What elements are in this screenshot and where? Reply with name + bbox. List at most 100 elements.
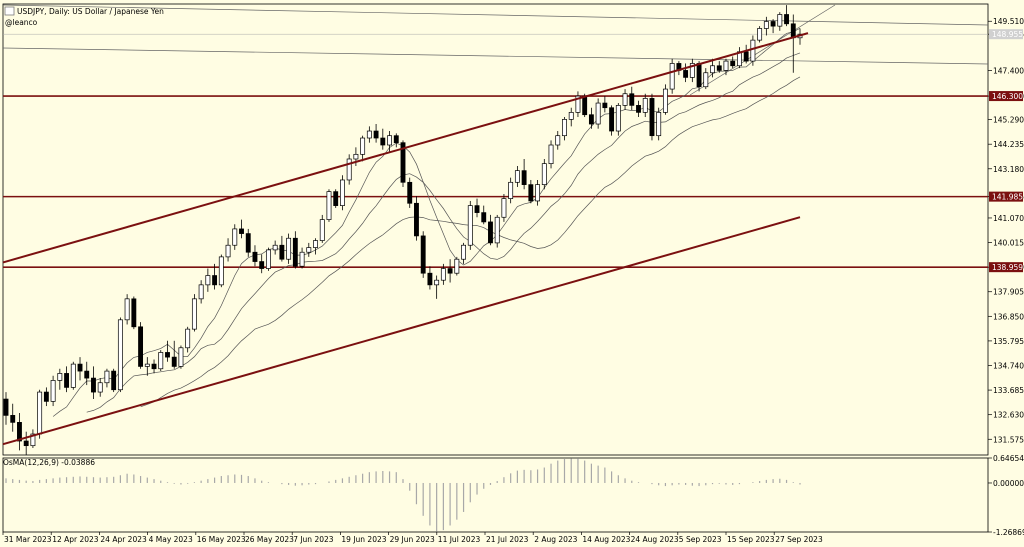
candle-body[interactable] <box>723 60 729 71</box>
candle-body[interactable] <box>710 65 715 74</box>
candle-body[interactable] <box>131 298 137 328</box>
candle-body[interactable] <box>602 102 608 109</box>
candle-body[interactable] <box>313 240 318 248</box>
candle-body[interactable] <box>501 198 507 218</box>
candle-body[interactable] <box>380 137 386 146</box>
candle-body[interactable] <box>3 398 9 416</box>
candle-body[interactable] <box>265 249 271 269</box>
candle-body[interactable] <box>454 258 460 274</box>
candle-body[interactable] <box>393 135 399 144</box>
price-pane[interactable] <box>2 3 989 456</box>
candle-body[interactable] <box>306 247 312 253</box>
candle-body[interactable] <box>346 158 352 181</box>
candle-body[interactable] <box>609 107 615 132</box>
candle-body[interactable] <box>790 23 796 39</box>
candle-body[interactable] <box>205 275 211 286</box>
candle-body[interactable] <box>366 130 372 139</box>
candle-body[interactable] <box>488 221 493 244</box>
candle-body[interactable] <box>662 88 668 113</box>
candle-body[interactable] <box>84 370 90 379</box>
candle-body[interactable] <box>37 391 43 435</box>
candle-body[interactable] <box>669 63 675 90</box>
candle-body[interactable] <box>292 237 298 267</box>
candle-body[interactable] <box>494 216 500 244</box>
candle-body[interactable] <box>239 228 244 234</box>
candle-body[interactable] <box>689 63 695 78</box>
candle-body[interactable] <box>730 60 736 67</box>
candle-body[interactable] <box>171 356 177 367</box>
candle-body[interactable] <box>57 373 63 381</box>
candle-body[interactable] <box>548 144 554 165</box>
candle-body[interactable] <box>259 261 265 269</box>
candle-body[interactable] <box>622 93 628 106</box>
candle-body[interactable] <box>245 233 251 253</box>
candle-body[interactable] <box>185 328 191 349</box>
candle-body[interactable] <box>696 63 702 88</box>
candle-body[interactable] <box>434 279 440 286</box>
candle-body[interactable] <box>555 135 561 146</box>
candle-body[interactable] <box>629 93 635 106</box>
candle-body[interactable] <box>750 39 756 62</box>
candle-body[interactable] <box>562 119 567 137</box>
candle-body[interactable] <box>683 70 689 78</box>
candle-body[interactable] <box>467 205 473 246</box>
candle-body[interactable] <box>474 205 480 213</box>
candle-body[interactable] <box>535 184 541 202</box>
candle-body[interactable] <box>353 153 359 160</box>
candle-body[interactable] <box>64 373 69 388</box>
candle-body[interactable] <box>508 181 514 199</box>
candle-body[interactable] <box>30 433 36 447</box>
candle-body[interactable] <box>703 72 709 88</box>
candle-body[interactable] <box>97 382 103 393</box>
candle-body[interactable] <box>360 137 366 155</box>
candle-body[interactable] <box>514 170 520 183</box>
candle-body[interactable] <box>575 95 581 113</box>
candle-body[interactable] <box>144 363 150 367</box>
candle-body[interactable] <box>770 21 776 27</box>
candle-body[interactable] <box>70 363 76 388</box>
candle-body[interactable] <box>373 130 379 139</box>
candle-body[interactable] <box>111 370 117 391</box>
candle-body[interactable] <box>191 298 197 330</box>
candle-body[interactable] <box>23 440 29 447</box>
osma-pane[interactable] <box>2 457 989 533</box>
candle-body[interactable] <box>117 319 123 391</box>
candle-body[interactable] <box>407 181 413 204</box>
candle-body[interactable] <box>400 142 406 183</box>
candle-body[interactable] <box>333 191 339 206</box>
candle-body[interactable] <box>582 95 588 116</box>
candle-body[interactable] <box>420 235 426 274</box>
candle-body[interactable] <box>447 268 453 274</box>
candle-body[interactable] <box>414 202 419 237</box>
candle-body[interactable] <box>50 380 56 402</box>
candle-body[interactable] <box>461 244 466 260</box>
candle-body[interactable] <box>218 256 224 286</box>
channel-lower-line[interactable] <box>2 216 801 446</box>
candle-body[interactable] <box>615 105 621 132</box>
candle-body[interactable] <box>656 112 662 137</box>
candle-body[interactable] <box>286 237 292 260</box>
candle-body[interactable] <box>151 363 157 370</box>
candle-body[interactable] <box>763 21 769 29</box>
channel-upper-line[interactable] <box>2 32 809 264</box>
candle-body[interactable] <box>43 391 49 402</box>
candle-body[interactable] <box>440 268 446 281</box>
candle-body[interactable] <box>340 179 345 206</box>
candle-body[interactable] <box>252 251 258 262</box>
candle-body[interactable] <box>91 377 96 393</box>
candle-body[interactable] <box>757 28 763 41</box>
candle-body[interactable] <box>232 228 238 246</box>
candle-body[interactable] <box>165 352 170 358</box>
candle-body[interactable] <box>481 212 487 223</box>
candle-body[interactable] <box>568 112 574 120</box>
candle-body[interactable] <box>104 370 110 384</box>
candle-body[interactable] <box>17 422 22 442</box>
candle-body[interactable] <box>319 219 325 241</box>
candle-body[interactable] <box>649 98 655 137</box>
candle-body[interactable] <box>10 415 16 423</box>
candle-body[interactable] <box>124 298 130 321</box>
candle-body[interactable] <box>198 284 204 300</box>
candle-body[interactable] <box>225 244 231 258</box>
candle-body[interactable] <box>272 244 278 251</box>
